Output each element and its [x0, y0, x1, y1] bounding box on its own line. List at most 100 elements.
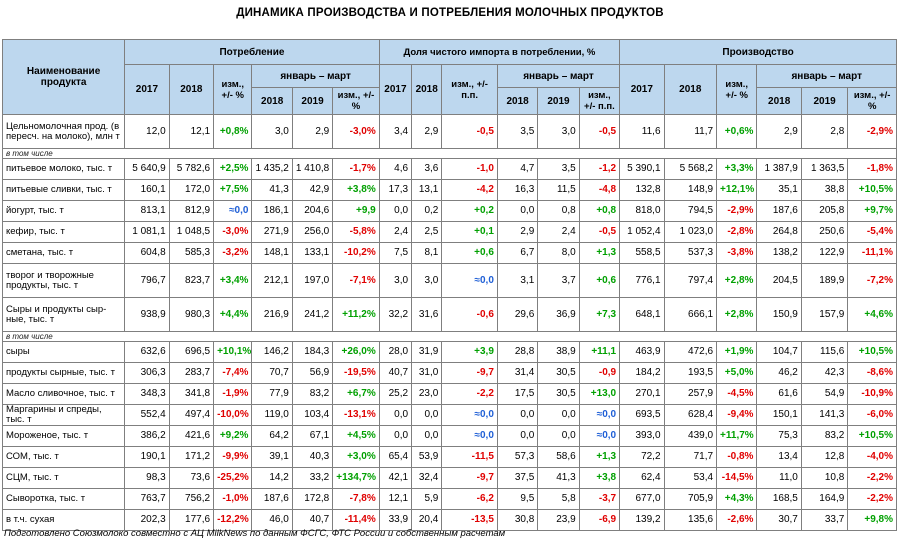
- value-cell: 11,6: [619, 114, 665, 149]
- value-cell: 3,0: [378, 263, 413, 298]
- value-cell: 31,4: [496, 362, 539, 384]
- value-cell: 65,4: [378, 446, 413, 468]
- product-name: Цельномолочная прод. (в пересч. на молок…: [1, 114, 126, 149]
- product-name: продукты сырные, тыс. т: [1, 362, 126, 384]
- table-row: творог и творожные продукты, тыс. т 796,7…: [1, 263, 897, 298]
- header-2018: 2018: [496, 87, 539, 115]
- value-cell: 938,9: [124, 297, 170, 332]
- subheader-row: в том числе: [2, 148, 897, 159]
- change-cell: -19,5%: [332, 362, 380, 384]
- table-row: питьевые сливки, тыс. т 160,1 172,0 +7,5% 41…: [1, 179, 897, 201]
- change-cell: +9,8%: [847, 509, 897, 531]
- column-header-product: Наименование продукта: [1, 39, 126, 115]
- value-cell: 5 390,1: [619, 158, 665, 180]
- value-cell: 83,2: [800, 425, 849, 447]
- value-cell: 1 363,5: [800, 158, 849, 180]
- value-cell: 148,9: [663, 179, 718, 201]
- header-2018: 2018: [756, 87, 802, 115]
- value-cell: 421,6: [168, 425, 215, 447]
- change-cell: +134,7%: [332, 467, 380, 489]
- value-cell: 56,9: [291, 362, 334, 384]
- value-cell: 64,2: [251, 425, 293, 447]
- table-row: Сыры и продукты сыр-ные, тыс. т 938,9 980,…: [1, 297, 897, 332]
- table-row: Мороженое, тыс. т 386,2 421,6 +9,2% 64,2 67,1…: [1, 425, 897, 447]
- value-cell: 41,3: [537, 467, 580, 489]
- value-cell: 0,0: [411, 404, 443, 426]
- value-cell: 4,6: [378, 158, 413, 180]
- value-cell: 184,3: [291, 341, 334, 363]
- value-cell: 30,5: [537, 362, 580, 384]
- change-cell: +5,0%: [716, 362, 758, 384]
- value-cell: 628,4: [663, 404, 718, 426]
- change-cell: +0,6: [441, 242, 498, 264]
- value-cell: 39,1: [251, 446, 293, 468]
- product-name: сметана, тыс. т: [1, 242, 126, 264]
- change-cell: -11,4%: [332, 509, 380, 531]
- value-cell: 31,9: [411, 341, 443, 363]
- value-cell: 5 782,6: [168, 158, 215, 180]
- change-cell: -7,2%: [847, 263, 897, 298]
- value-cell: 172,8: [291, 488, 334, 510]
- change-cell: +9,9: [332, 200, 380, 222]
- change-cell: -4,5%: [716, 383, 758, 405]
- change-cell: +3,9: [441, 341, 498, 363]
- value-cell: 270,1: [619, 383, 665, 405]
- header-jan-mar: январь – март: [756, 64, 897, 88]
- change-cell: -5,4%: [847, 221, 897, 243]
- value-cell: 40,7: [378, 362, 413, 384]
- value-cell: 202,3: [124, 509, 170, 531]
- value-cell: 2,9: [756, 114, 802, 149]
- value-cell: 32,4: [411, 467, 443, 489]
- change-cell: -2,2%: [847, 488, 897, 510]
- change-cell: +4,6%: [847, 297, 897, 332]
- value-cell: 197,0: [291, 263, 334, 298]
- value-cell: 61,6: [756, 383, 802, 405]
- value-cell: 16,3: [496, 179, 539, 201]
- change-cell: ≈0,0: [441, 404, 498, 426]
- header-change: изм., +/- %: [332, 87, 380, 115]
- value-cell: 812,9: [168, 200, 215, 222]
- change-cell: -3,7: [578, 488, 621, 510]
- value-cell: 763,7: [124, 488, 170, 510]
- value-cell: 33,7: [800, 509, 849, 531]
- value-cell: 29,6: [496, 297, 539, 332]
- change-cell: ≈0,0: [578, 404, 621, 426]
- change-cell: +0,8%: [213, 114, 253, 149]
- value-cell: 3,0: [537, 114, 580, 149]
- product-name: СОМ, тыс. т: [1, 446, 126, 468]
- value-cell: 12,8: [800, 446, 849, 468]
- value-cell: 2,4: [378, 221, 413, 243]
- value-cell: 0,2: [411, 200, 443, 222]
- value-cell: 11,7: [663, 114, 718, 149]
- table-row: СЦМ, тыс. т 98,3 73,6 -25,2% 14,2 33,2 +134,7%…: [1, 467, 897, 489]
- value-cell: 348,3: [124, 383, 170, 405]
- value-cell: 38,8: [800, 179, 849, 201]
- change-cell: +3,8%: [332, 179, 380, 201]
- change-cell: +0,2: [441, 200, 498, 222]
- value-cell: 794,5: [663, 200, 718, 222]
- value-cell: 168,5: [756, 488, 802, 510]
- value-cell: 0,8: [537, 200, 580, 222]
- value-cell: 28,8: [496, 341, 539, 363]
- change-cell: -2,2%: [847, 467, 897, 489]
- value-cell: 241,2: [291, 297, 334, 332]
- change-cell: +3,3%: [716, 158, 758, 180]
- value-cell: 12,1: [168, 114, 215, 149]
- change-cell: -6,2: [441, 488, 498, 510]
- value-cell: 62,4: [619, 467, 665, 489]
- change-cell: -7,4%: [213, 362, 253, 384]
- value-cell: 0,0: [378, 200, 413, 222]
- change-cell: +2,8%: [716, 297, 758, 332]
- change-cell: ≈0,0: [441, 263, 498, 298]
- value-cell: 25,2: [378, 383, 413, 405]
- value-cell: 2,8: [800, 114, 849, 149]
- value-cell: 271,9: [251, 221, 293, 243]
- change-cell: +3,0%: [332, 446, 380, 468]
- value-cell: 157,9: [800, 297, 849, 332]
- value-cell: 23,0: [411, 383, 443, 405]
- table-row: продукты сырные, тыс. т 306,3 283,7 -7,4% 70…: [1, 362, 897, 384]
- change-cell: -4,0%: [847, 446, 897, 468]
- value-cell: 818,0: [619, 200, 665, 222]
- column-header-production: Производство: [619, 39, 897, 65]
